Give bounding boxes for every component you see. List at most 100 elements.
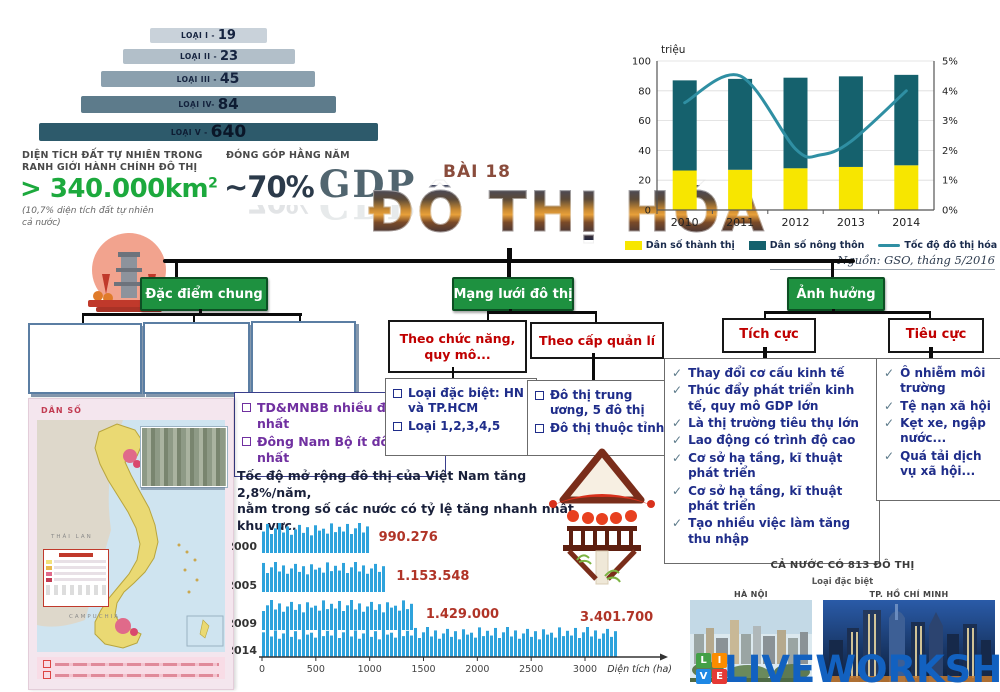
pyramid-row-2: LOẠI II - 23 bbox=[123, 49, 295, 64]
list-item-text: Quá tải dịch vụ xã hội... bbox=[900, 448, 982, 479]
connector bbox=[929, 347, 933, 358]
connector bbox=[764, 311, 931, 314]
answer-box-2[interactable] bbox=[143, 322, 250, 394]
svg-text:1000: 1000 bbox=[358, 664, 382, 675]
list-item: ✓ Kẹt xe, ngập nước... bbox=[884, 416, 998, 447]
connector bbox=[595, 314, 597, 323]
pyramid-value: 45 bbox=[219, 71, 240, 87]
cities-heading: CẢ NƯỚC CÓ 813 ĐÔ THỊ bbox=[770, 560, 915, 571]
list-item-text: TD&MNBB nhiều đô thị nhất bbox=[257, 400, 418, 431]
check-icon: ✓ bbox=[672, 383, 683, 398]
area-heading: DIỆN TÍCH ĐẤT TỰ NHIÊN TRONG RANH GIỚI H… bbox=[22, 150, 203, 174]
hanoi-photo bbox=[690, 600, 812, 682]
pyramid-value: 23 bbox=[219, 49, 239, 64]
connector bbox=[487, 311, 597, 314]
branch-mang-luoi: Mạng lưới đô thị bbox=[452, 277, 574, 311]
gdp-value: ~70% GDP bbox=[224, 162, 417, 206]
list-item: ✓ Thúc đẩy phát triển kinh tế, quy mô GDP… bbox=[672, 383, 872, 414]
list-item-text: Thúc đẩy phát triển kinh tế, quy mô GDP … bbox=[688, 383, 855, 413]
list-item: ✓ Quá tải dịch vụ xã hội... bbox=[884, 449, 998, 480]
list-item: TD&MNBB nhiều đô thị nhất bbox=[242, 400, 438, 432]
svg-text:0: 0 bbox=[259, 664, 265, 675]
check-icon: ✓ bbox=[884, 416, 895, 431]
square-bullet-icon bbox=[535, 423, 544, 433]
connector bbox=[299, 316, 301, 322]
logo-letter: I bbox=[712, 653, 727, 668]
cities-subheading: Loại đặc biệt bbox=[811, 577, 874, 587]
atlas-map-page: DÂN SỐ THÁI LAN CAMPUCHIA bbox=[28, 398, 234, 690]
svg-text:0%: 0% bbox=[942, 206, 958, 217]
legend-label: Dân số thành thị bbox=[645, 240, 735, 251]
list-item: Loại 1,2,3,4,5 bbox=[393, 419, 529, 434]
map-inset-photo bbox=[140, 426, 228, 488]
legend-swatch-rural bbox=[748, 241, 766, 250]
logo-letter: V bbox=[696, 669, 711, 684]
pyramid-row-5: LOẠI V - 640 bbox=[39, 123, 378, 141]
check-icon: ✓ bbox=[884, 398, 895, 413]
pyramid-row-3: LOẠI III - 45 bbox=[101, 71, 315, 87]
list-item-text: Cơ sở hạ tầng, kĩ thuật phát triển bbox=[688, 483, 843, 513]
svg-text:2500: 2500 bbox=[519, 664, 543, 675]
svg-text:1500: 1500 bbox=[411, 664, 435, 675]
legend-label: Tốc độ đô thị hóa bbox=[904, 240, 998, 251]
legend-swatch-urban bbox=[624, 241, 642, 250]
svg-text:1.429.000: 1.429.000 bbox=[426, 607, 499, 622]
connector bbox=[763, 347, 767, 358]
svg-text:5%: 5% bbox=[942, 57, 958, 68]
page-title: ĐÔ THỊ HÓA bbox=[367, 180, 768, 244]
svg-text:2011: 2011 bbox=[726, 216, 754, 229]
area-note: (10,7% diện tích đất tự nhiên cả nước) bbox=[22, 206, 154, 228]
check-icon: ✓ bbox=[884, 366, 895, 380]
list-item-text: Lao động có trình độ cao bbox=[688, 433, 856, 448]
list-item: ✓ Ô nhiễm môi trường bbox=[884, 366, 998, 397]
map-label-cambodia: CAMPUCHIA bbox=[69, 614, 121, 620]
stilt-pagoda-icon bbox=[549, 448, 655, 585]
svg-text:40: 40 bbox=[638, 146, 651, 157]
pyramid-row-4: LOẠI IV- 84 bbox=[81, 96, 336, 113]
list-item: ✓ Tệ nạn xã hội bbox=[884, 399, 998, 414]
check-icon: ✓ bbox=[672, 433, 683, 448]
chart-source: Nguồn: GSO, tháng 5/2016 bbox=[770, 253, 995, 270]
list-item: ✓ Cơ sở hạ tầng, kĩ thuật phát triển bbox=[672, 484, 872, 515]
list-item: ✓ Cơ sở hạ tầng, kĩ thuật phát triển bbox=[672, 451, 872, 482]
sub-theo-cap-quan-li: Theo cấp quản lí bbox=[530, 322, 664, 359]
list-item-text: Tạo nhiều việc làm tăng thu nhập bbox=[688, 516, 851, 546]
check-icon: ✓ bbox=[672, 366, 683, 380]
list-item-text: Ô nhiễm môi trường bbox=[900, 366, 986, 396]
svg-text:2000: 2000 bbox=[232, 540, 257, 553]
connector bbox=[507, 248, 512, 260]
connector bbox=[199, 309, 202, 315]
sub-tieu-cuc: Tiêu cực bbox=[888, 318, 984, 353]
map-label-thailand: THÁI LAN bbox=[51, 534, 93, 540]
pyramid-value: 19 bbox=[217, 28, 236, 43]
svg-text:3000: 3000 bbox=[573, 664, 597, 675]
svg-text:1.153.548: 1.153.548 bbox=[396, 569, 469, 584]
check-icon: ✓ bbox=[672, 483, 683, 498]
branch-dac-diem-chung: Đặc điểm chung bbox=[140, 277, 268, 311]
temple-sun-icon bbox=[88, 233, 170, 312]
connector bbox=[764, 314, 766, 320]
svg-text:3%: 3% bbox=[942, 116, 958, 127]
list-item-text: Tệ nạn xã hội bbox=[900, 398, 991, 413]
answer-box-1[interactable] bbox=[28, 323, 142, 394]
check-icon: ✓ bbox=[672, 516, 683, 531]
square-bullet-icon bbox=[242, 403, 251, 412]
connector bbox=[452, 367, 454, 378]
hcmc-photo bbox=[823, 600, 995, 682]
svg-text:80: 80 bbox=[638, 86, 651, 97]
list-item: ✓ Thay đổi cơ cấu kinh tế bbox=[672, 366, 872, 381]
list-item-text: Loại 1,2,3,4,5 bbox=[408, 418, 501, 433]
svg-text:100: 100 bbox=[632, 57, 651, 68]
urban-expansion-chart: 2000 990.276 2005 1.153.548 2009 1.429.000 201… bbox=[226, 516, 682, 681]
svg-text:0: 0 bbox=[645, 206, 651, 217]
list-item: Đông Nam Bộ ít đô thị nhất bbox=[242, 434, 438, 466]
pyramid-label: LOẠI I - bbox=[181, 31, 215, 40]
pyramid-label: LOẠI IV- bbox=[178, 100, 215, 109]
check-icon: ✓ bbox=[672, 450, 683, 465]
liveworksheets-logo: L I V E bbox=[696, 653, 727, 684]
answer-box-3[interactable] bbox=[251, 321, 356, 394]
square-bullet-icon bbox=[393, 421, 402, 431]
connector bbox=[929, 314, 931, 320]
svg-text:4%: 4% bbox=[942, 86, 958, 97]
